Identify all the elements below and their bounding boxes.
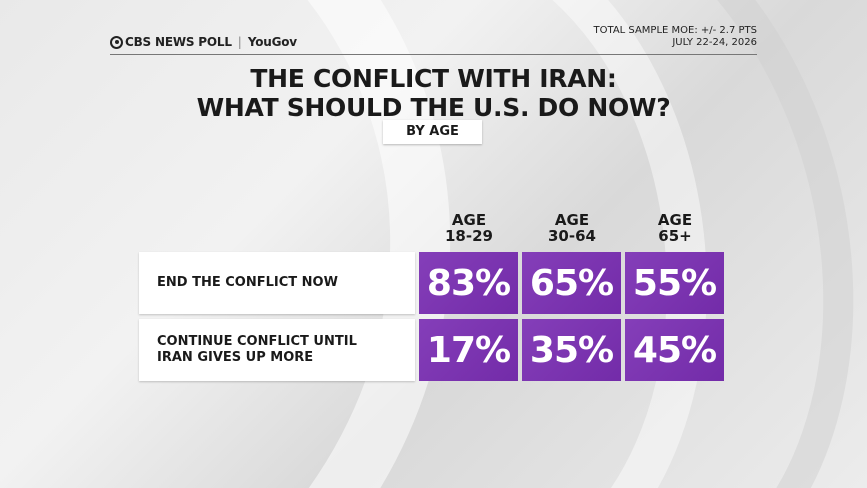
column-header-age-65-plus: AGE 65+ — [625, 212, 725, 244]
row-label-end-conflict: END THE CONFLICT NOW — [139, 252, 415, 314]
row-label-continue-conflict: CONTINUE CONFLICT UNTIL IRAN GIVES UP MO… — [139, 319, 415, 381]
brand-separator: | — [237, 35, 242, 49]
chart-title: THE CONFLICT WITH IRAN: WHAT SHOULD THE … — [0, 64, 867, 122]
cell-continue-conflict-18-29: 17% — [419, 319, 518, 381]
sample-info: TOTAL SAMPLE MOE: +/- 2.7 PTS JULY 22-24… — [594, 25, 757, 49]
cbs-eye-icon — [110, 35, 123, 49]
cell-end-conflict-18-29: 83% — [419, 252, 518, 314]
column-header-age-18-29: AGE 18-29 — [419, 212, 519, 244]
cell-value: 45% — [632, 329, 717, 371]
poll-dates: JULY 22-24, 2026 — [672, 37, 757, 48]
row-label-line: CONTINUE CONFLICT UNTIL — [157, 334, 357, 349]
cell-end-conflict-30-64: 65% — [522, 252, 621, 314]
column-header-line2: 65+ — [658, 227, 692, 245]
cell-end-conflict-65-plus: 55% — [625, 252, 724, 314]
brand-yougov: YouGov — [247, 35, 297, 49]
cell-value: 35% — [529, 329, 614, 371]
chart-subtitle: BY AGE — [383, 120, 482, 144]
title-line-2: WHAT SHOULD THE U.S. DO NOW? — [196, 93, 671, 122]
row-label-line: END THE CONFLICT NOW — [157, 275, 338, 290]
column-header-line1: AGE — [554, 211, 590, 229]
brand-cbs: CBS NEWS POLL — [125, 35, 232, 49]
column-header-line2: 18-29 — [445, 227, 493, 245]
cell-value: 65% — [529, 262, 614, 304]
column-header-line1: AGE — [657, 211, 693, 229]
column-header-line1: AGE — [451, 211, 487, 229]
cell-value: 83% — [426, 262, 511, 304]
brand-logo: CBS NEWS POLL | YouGov — [110, 35, 297, 49]
cell-value: 17% — [426, 329, 511, 371]
row-label-line: IRAN GIVES UP MORE — [157, 350, 314, 365]
cell-value: 55% — [632, 262, 717, 304]
header-rule — [110, 54, 757, 55]
column-header-age-30-64: AGE 30-64 — [522, 212, 622, 244]
column-header-line2: 30-64 — [548, 227, 596, 245]
cell-continue-conflict-30-64: 35% — [522, 319, 621, 381]
cell-continue-conflict-65-plus: 45% — [625, 319, 724, 381]
title-line-1: THE CONFLICT WITH IRAN: — [250, 64, 617, 93]
moe-text: TOTAL SAMPLE MOE: +/- 2.7 PTS — [593, 25, 757, 36]
